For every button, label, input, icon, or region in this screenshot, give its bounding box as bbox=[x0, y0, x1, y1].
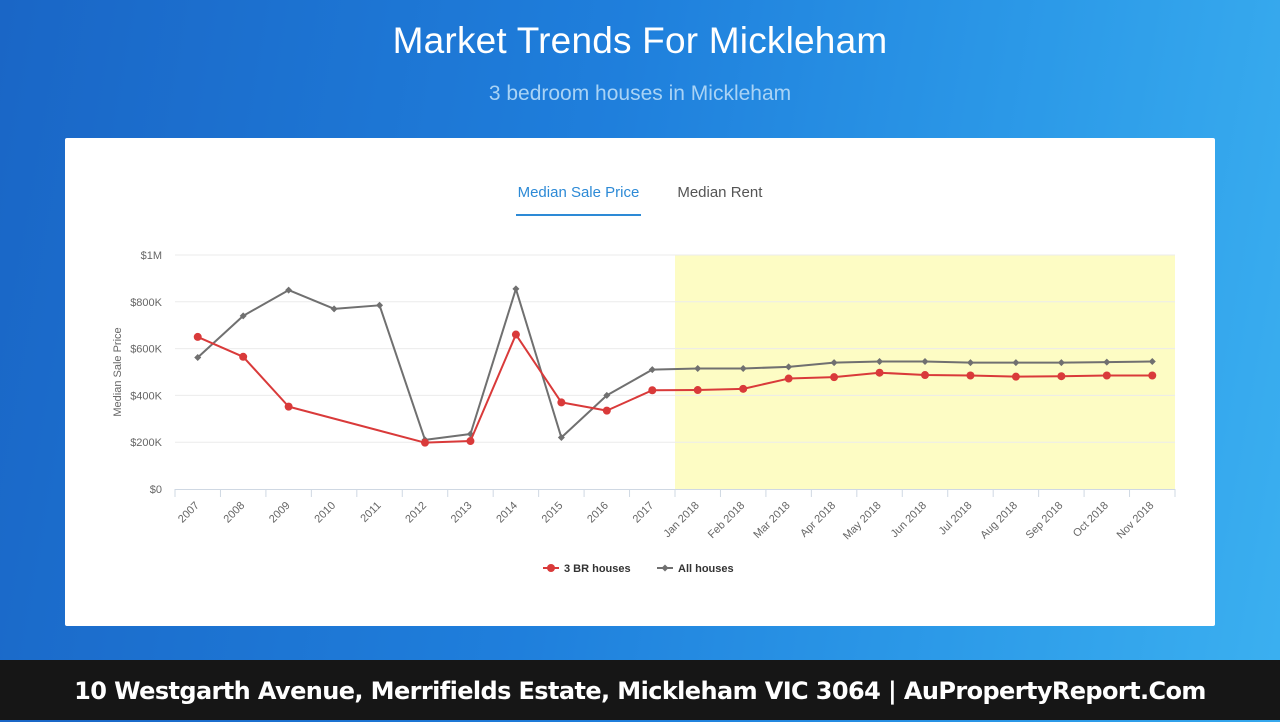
data-point bbox=[194, 353, 202, 361]
data-point bbox=[239, 312, 247, 320]
x-tick-label: 2014 bbox=[494, 500, 520, 526]
x-tick-label: Jan 2018 bbox=[661, 500, 701, 540]
x-tick-label: 2008 bbox=[222, 500, 248, 526]
x-tick-label: 2010 bbox=[312, 500, 338, 526]
line-chart: $0 $200K $400K $600K $800K $1M 2007 2008 2009 201… bbox=[112, 250, 1176, 575]
data-point bbox=[511, 330, 520, 339]
data-point bbox=[921, 371, 929, 380]
data-point bbox=[421, 438, 429, 447]
data-point bbox=[1057, 359, 1065, 367]
data-point bbox=[193, 332, 202, 341]
y-tick-label: $200K bbox=[130, 437, 162, 449]
data-point bbox=[1057, 372, 1066, 381]
data-point bbox=[285, 286, 293, 294]
legend-label: All houses bbox=[678, 563, 734, 575]
legend-marker bbox=[661, 564, 669, 572]
x-tick-label: 2012 bbox=[403, 500, 429, 526]
data-point bbox=[239, 352, 248, 361]
x-tick-label: Sep 2018 bbox=[1024, 500, 1066, 542]
data-point bbox=[648, 386, 657, 395]
x-tick-label: May 2018 bbox=[841, 500, 884, 543]
footer-address: 10 Westgarth Avenue, Merrifields Estate,… bbox=[0, 660, 1280, 720]
tab-bar: Median Sale Price Median Rent bbox=[65, 182, 1215, 218]
data-point bbox=[648, 366, 656, 374]
data-point bbox=[330, 305, 338, 313]
y-axis-title: Median Sale Price bbox=[112, 327, 124, 416]
chart-card: $0 $200K $400K $600K $800K $1M 2007 2008 2009 201… bbox=[65, 138, 1215, 626]
y-tick-label: $800K bbox=[130, 297, 162, 309]
x-tick-label: Jun 2018 bbox=[889, 500, 929, 540]
series-line-all-houses bbox=[197, 287, 1153, 441]
data-point bbox=[1148, 371, 1157, 380]
x-tick-label: 2015 bbox=[540, 500, 566, 526]
y-tick-label: $400K bbox=[130, 390, 162, 402]
x-tick-label: 2011 bbox=[358, 500, 383, 525]
y-tick-label: $600K bbox=[130, 344, 162, 356]
x-tick-label: 2016 bbox=[585, 500, 611, 526]
x-tick-label: 2009 bbox=[267, 500, 293, 526]
data-point bbox=[1011, 372, 1020, 381]
tab-median-rent[interactable]: Median Rent bbox=[677, 184, 763, 201]
data-point bbox=[921, 357, 929, 365]
x-tick-label: Nov 2018 bbox=[1115, 500, 1157, 542]
x-tick-label: Apr 2018 bbox=[798, 500, 838, 540]
legend-label: 3 BR houses bbox=[564, 563, 631, 575]
x-tick-label: 2017 bbox=[631, 500, 657, 526]
data-point bbox=[739, 384, 748, 393]
x-tick-label: Jul 2018 bbox=[937, 500, 975, 538]
data-point bbox=[512, 285, 520, 293]
data-point bbox=[784, 374, 793, 383]
data-point bbox=[376, 301, 384, 309]
y-tick-label: $1M bbox=[141, 250, 162, 262]
y-tick-label: $0 bbox=[150, 484, 162, 496]
data-point bbox=[693, 386, 702, 395]
x-tick-label: Feb 2018 bbox=[706, 500, 747, 541]
data-point bbox=[830, 373, 839, 382]
page-subtitle: 3 bedroom houses in Mickleham bbox=[488, 82, 792, 105]
series-line-3br-houses bbox=[197, 333, 1153, 444]
data-point bbox=[466, 437, 475, 446]
data-point bbox=[603, 391, 611, 399]
data-point bbox=[785, 363, 793, 371]
data-point bbox=[1103, 358, 1111, 366]
data-point bbox=[694, 364, 702, 372]
data-point bbox=[557, 434, 565, 442]
data-point bbox=[602, 406, 611, 415]
data-point bbox=[739, 364, 747, 372]
data-point bbox=[557, 398, 566, 407]
data-point bbox=[1148, 357, 1156, 365]
data-point bbox=[284, 402, 293, 411]
data-point bbox=[1012, 359, 1020, 367]
tab-median-sale-price[interactable]: Median Sale Price bbox=[515, 182, 642, 216]
data-point bbox=[966, 371, 975, 380]
x-tick-label: 2007 bbox=[176, 500, 202, 526]
data-point bbox=[875, 368, 884, 377]
legend-marker bbox=[547, 564, 555, 572]
x-tick-label: 2013 bbox=[449, 500, 475, 526]
x-tick-label: Aug 2018 bbox=[978, 500, 1020, 542]
page-title: Market Trends For Mickleham bbox=[392, 20, 888, 61]
data-point bbox=[876, 357, 884, 365]
data-point bbox=[966, 359, 974, 367]
data-point bbox=[1102, 371, 1111, 380]
x-tick-label: Mar 2018 bbox=[751, 500, 792, 541]
data-point bbox=[830, 359, 838, 367]
x-tick-label: Oct 2018 bbox=[1071, 500, 1111, 540]
